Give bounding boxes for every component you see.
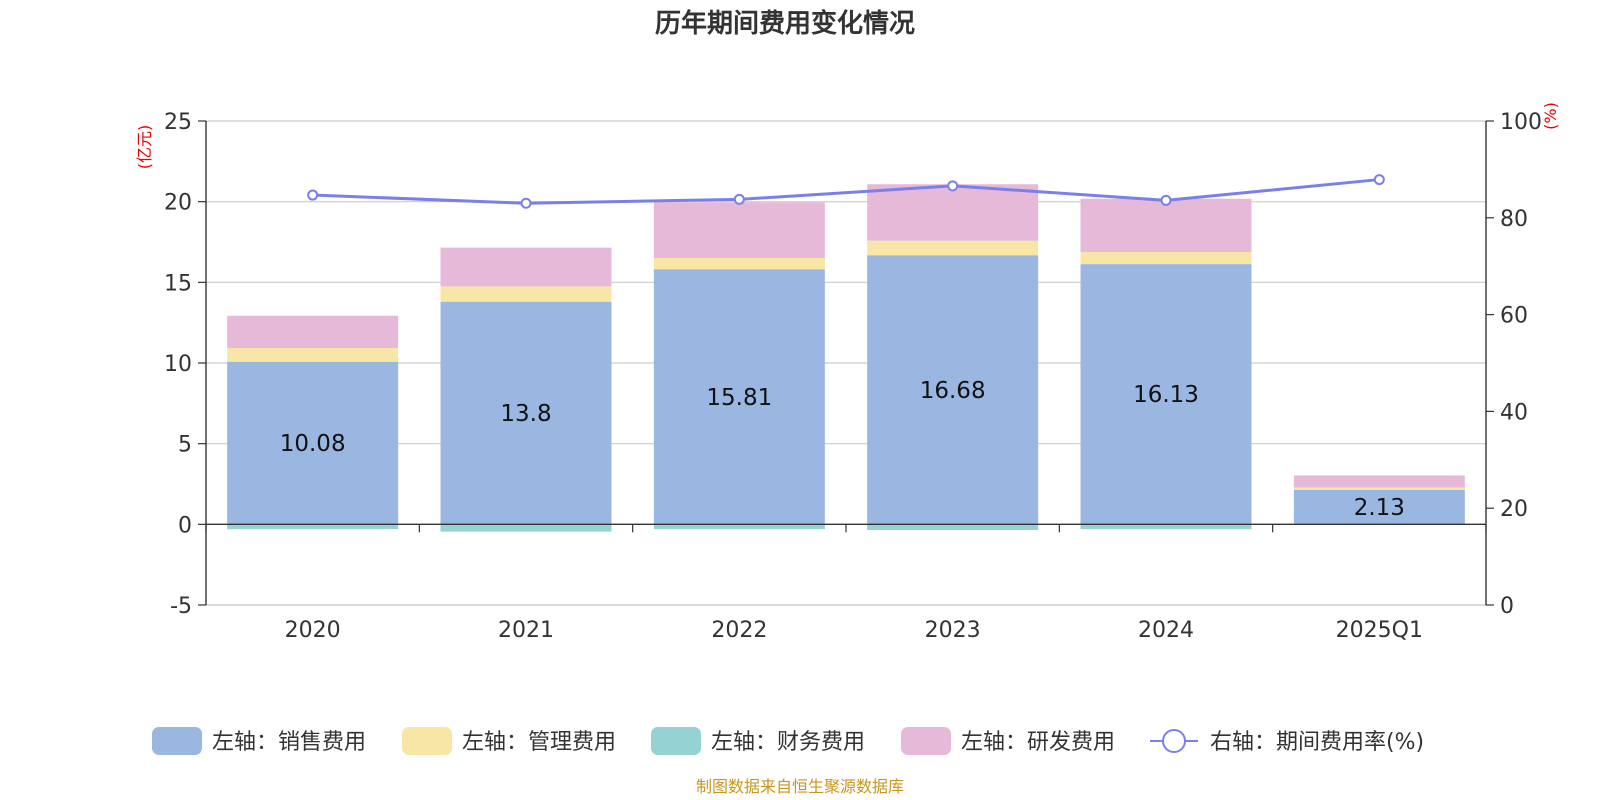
rate-line-path (312, 178, 1380, 205)
rate-line-point (520, 197, 532, 209)
left-axis-tick-label: -5 (170, 594, 192, 619)
legend-swatch (152, 727, 202, 755)
bar-segment (653, 524, 825, 530)
x-axis-tick-label: 2024 (1138, 618, 1194, 643)
bar-segment (440, 286, 612, 302)
left-axis-tick-label: 5 (178, 433, 192, 458)
bar-value-label: 13.8 (500, 401, 551, 427)
rate-line (307, 174, 1385, 209)
x-axis-tick-label: 2020 (285, 618, 341, 643)
x-axis-tick-label: 2023 (925, 618, 981, 643)
legend-label: 左轴：销售费用 (212, 730, 366, 755)
bar-segment (227, 315, 399, 348)
legend-swatch (651, 727, 701, 755)
left-axis-tick-label: 25 (164, 110, 192, 135)
legend-item[interactable]: 左轴：销售费用 (152, 727, 366, 755)
bar-segment (1080, 524, 1252, 530)
right-axis-tick-label: 0 (1500, 594, 1514, 619)
legend-swatch (402, 727, 452, 755)
bar-segment (653, 269, 825, 525)
bar-segment (867, 184, 1039, 241)
bar-value-label: 15.81 (706, 385, 772, 411)
bar-segment (440, 247, 612, 287)
rate-line-point (947, 180, 959, 192)
bar-segment (653, 257, 825, 270)
bar-segment (867, 255, 1039, 525)
x-axis-tick-label: 2021 (498, 618, 554, 643)
bar-segment (227, 361, 399, 525)
legend-label: 左轴：管理费用 (462, 730, 616, 755)
right-axis-tick-label: 20 (1500, 497, 1528, 522)
bar-segment (1080, 264, 1252, 525)
rate-line-point (307, 189, 319, 201)
rate-line-point (1160, 194, 1172, 206)
bar-labels: 10.08 13.8 15.81 16.68 16.13 2.13 (280, 378, 1405, 521)
legend-label: 右轴：期间费用率(%) (1210, 730, 1424, 755)
legend-item[interactable]: 左轴：财务费用 (651, 727, 865, 755)
right-axis-tick-label: 80 (1500, 207, 1528, 232)
left-axis-tick-label: 10 (164, 352, 192, 377)
bar-segment (440, 301, 612, 525)
left-axis-tick-label: 0 (178, 513, 192, 538)
bar-segment (1080, 252, 1252, 265)
left-axis-unit: (亿元) (135, 125, 154, 170)
legend-label: 左轴：研发费用 (961, 730, 1115, 755)
rate-line-point (1373, 174, 1385, 186)
bar-segment (867, 240, 1039, 256)
legend-item[interactable]: 右轴：期间费用率(%) (1150, 729, 1424, 755)
bar-segment (1293, 475, 1465, 488)
x-axis-tick-label: 2022 (711, 618, 767, 643)
bar-value-label: 10.08 (280, 431, 346, 457)
right-axis-tick-label: 40 (1500, 400, 1528, 425)
bar-segment (653, 202, 825, 258)
grid (206, 120, 1486, 606)
legend-marker-icon (1162, 729, 1186, 753)
bar-segment (1293, 487, 1465, 490)
bar-value-label: 16.68 (920, 378, 986, 404)
bars (227, 184, 1465, 532)
left-axis-tick-label: 15 (164, 271, 192, 296)
legend-item[interactable]: 左轴：研发费用 (901, 727, 1115, 755)
x-axis-tick-label: 2025Q1 (1336, 618, 1423, 643)
left-axis-tick-label: 20 (164, 191, 192, 216)
right-axis-tick-label: 60 (1500, 304, 1528, 329)
bar-segment (1080, 198, 1252, 253)
legend-label: 左轴：财务费用 (711, 730, 865, 755)
source-note: 制图数据来自恒生聚源数据库 (696, 777, 904, 796)
bar-segment (1293, 489, 1465, 525)
legend-swatch (901, 727, 951, 755)
right-axis-tick-label: 100 (1500, 110, 1542, 135)
bar-segment (227, 347, 399, 362)
bar-segment (867, 524, 1039, 530)
bar-value-label: 16.13 (1133, 382, 1199, 408)
legend-item[interactable]: 左轴：管理费用 (402, 727, 616, 755)
axes: 25 20 15 10 5 0 -5 100 80 60 40 20 0 2020 2021 2022 2023… (164, 110, 1542, 643)
bar-value-label: 2.13 (1354, 495, 1405, 521)
legend: 左轴：销售费用 左轴：管理费用 左轴：财务费用 左轴：研发费用 右轴：期间费用率(%) (152, 727, 1424, 755)
chart-title: 历年期间费用变化情况 (655, 8, 915, 39)
rate-line-point (733, 193, 745, 205)
bar-segment (440, 524, 612, 532)
bar-segment (227, 524, 399, 530)
right-axis-unit: (%) (1541, 102, 1560, 130)
